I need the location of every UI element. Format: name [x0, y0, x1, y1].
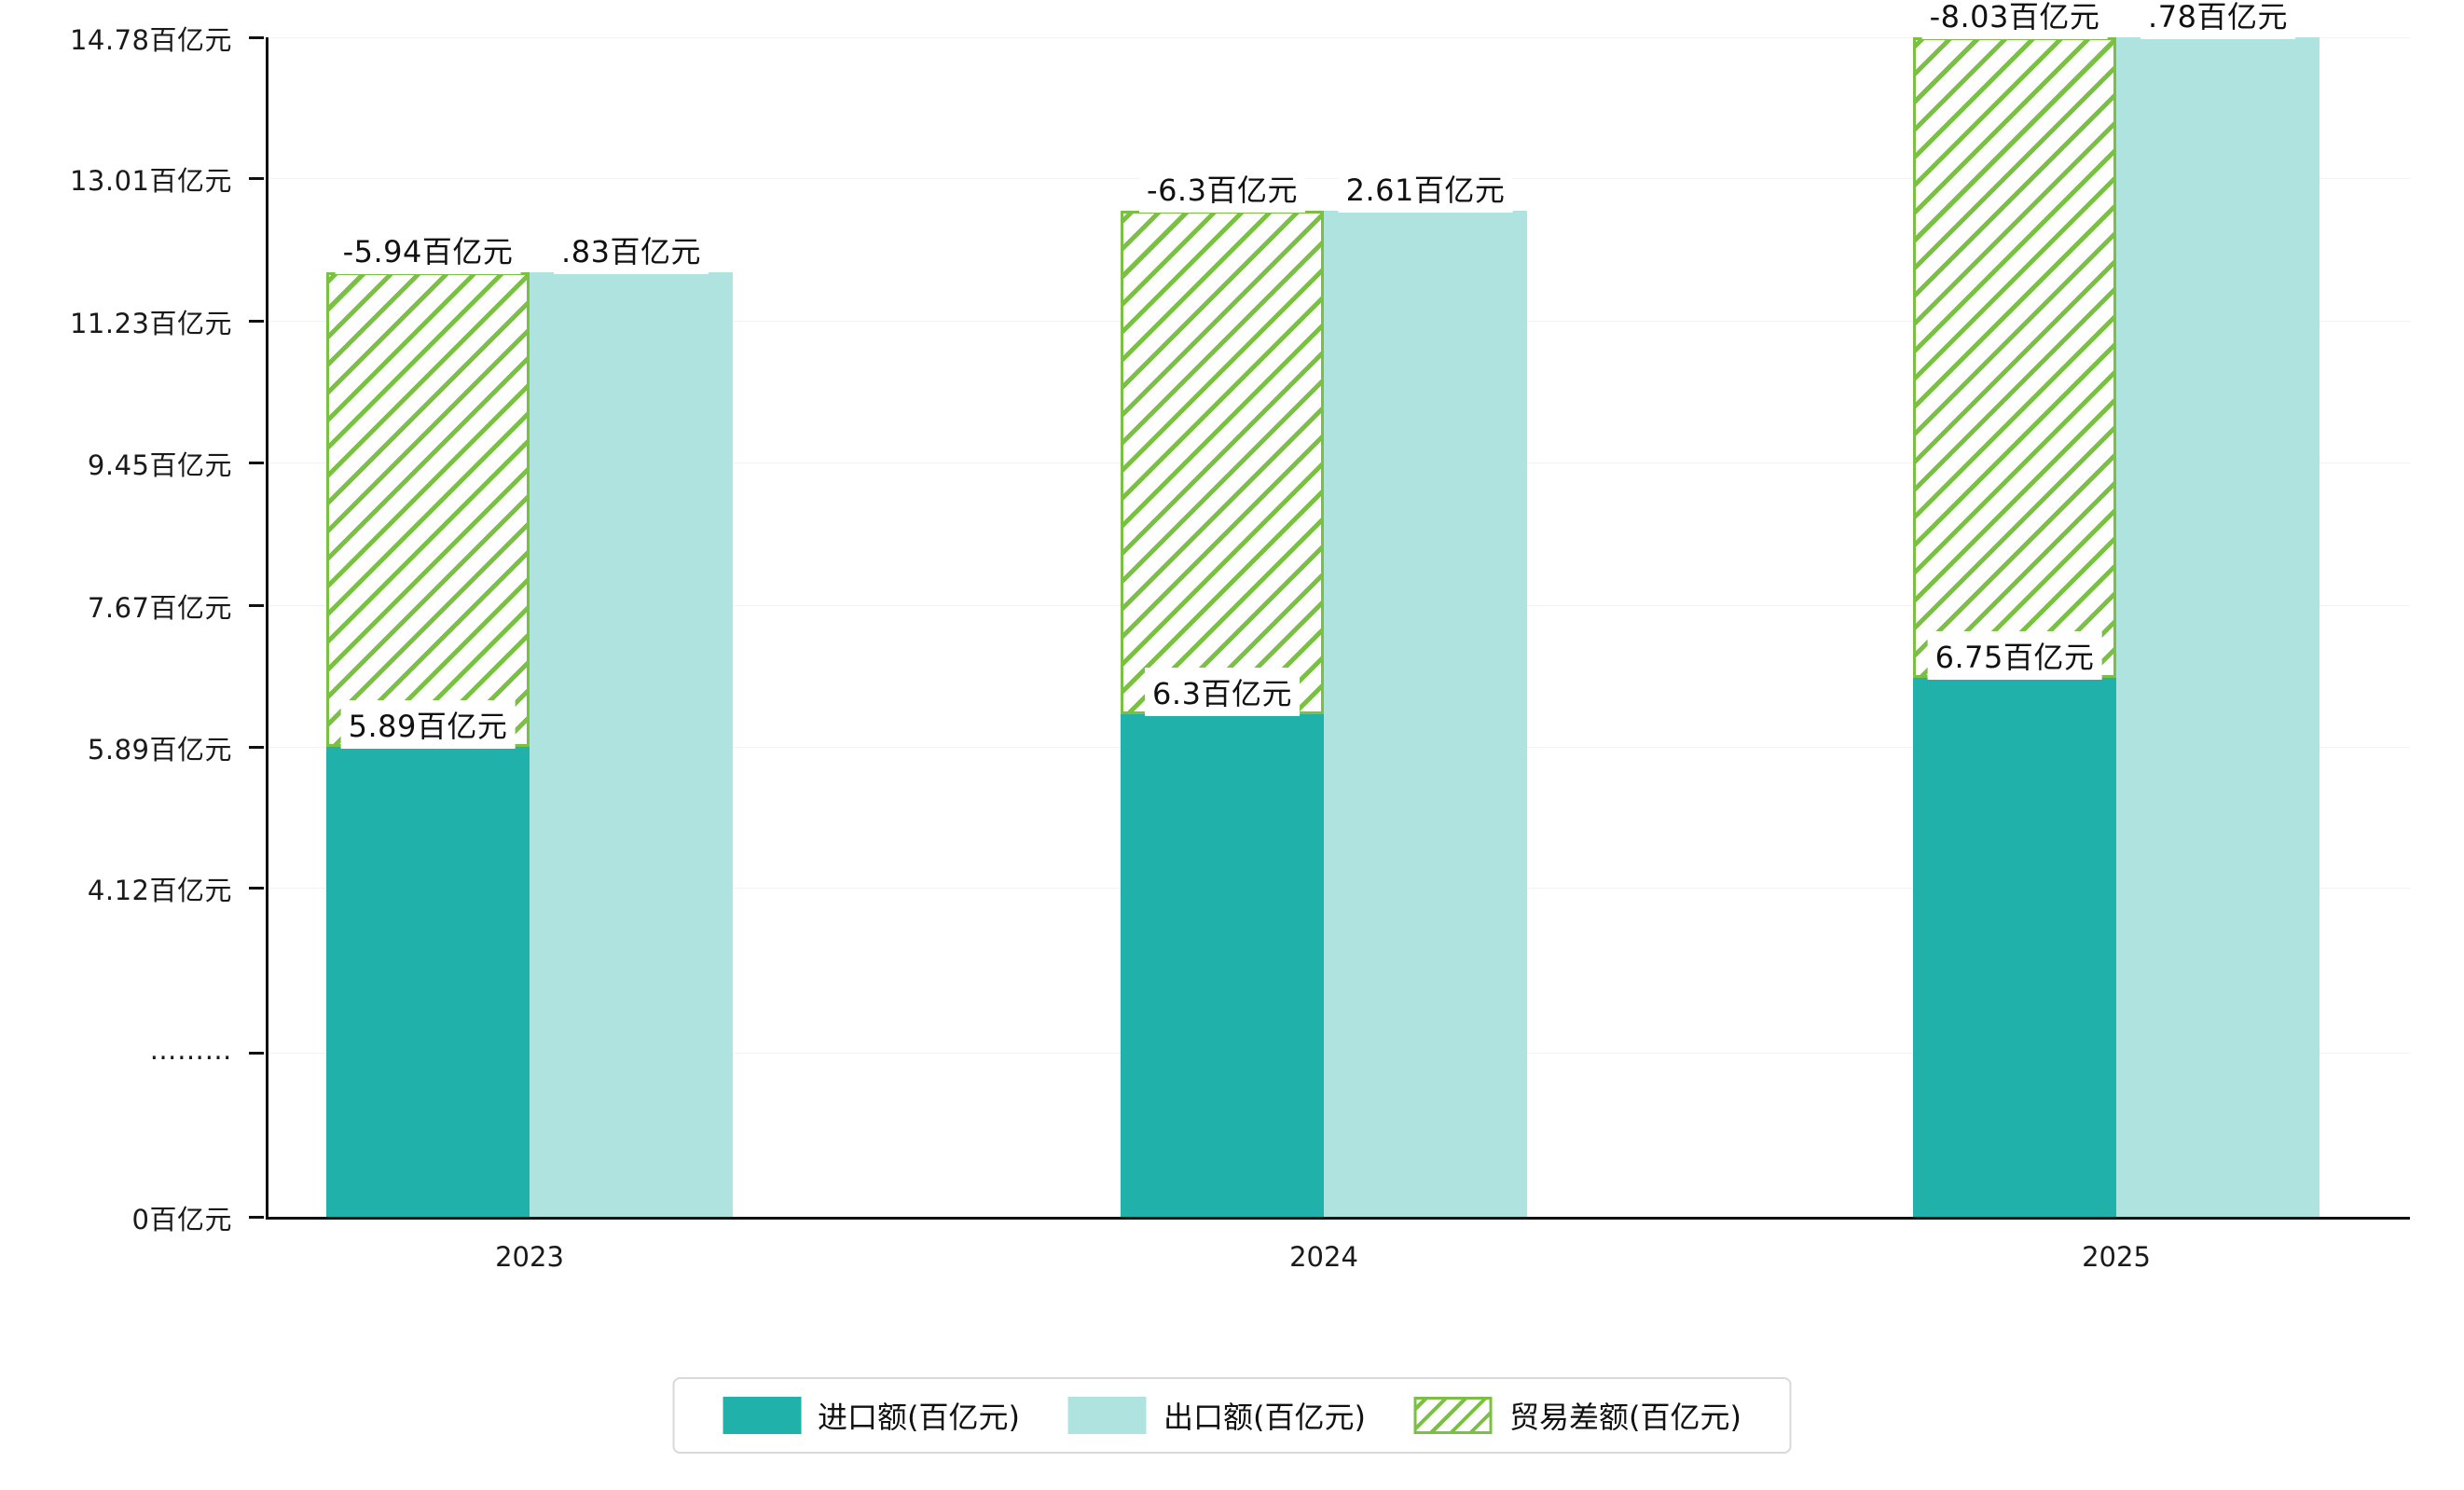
bar-diff-2024 [1121, 210, 1324, 714]
label-import-2023: 5.89百亿元 [340, 699, 516, 749]
label-export-2023: .83百亿元 [554, 226, 709, 275]
y-tick-mark [249, 36, 264, 39]
legend-swatch-icon [1413, 1397, 1493, 1434]
y-tick-mark [249, 319, 264, 323]
legend-swatch-icon [1068, 1397, 1148, 1434]
y-tick-mark [249, 603, 264, 607]
legend-label: 进口额(百亿元) [818, 1400, 1021, 1435]
y-tick-label: 4.12百亿元 [87, 875, 232, 907]
bar-import-2023 [326, 746, 530, 1217]
label-import-2025: 6.75百亿元 [1927, 631, 2102, 681]
label-import-2024: 6.3百亿元 [1145, 667, 1300, 716]
y-tick-label: 0百亿元 [131, 1204, 232, 1235]
legend-label: 出口额(百亿元) [1163, 1400, 1366, 1435]
legend-swatch-icon [723, 1397, 802, 1434]
gridline [266, 37, 2410, 38]
y-tick-mark [249, 745, 264, 749]
legend-item-0[interactable]: 进口额(百亿元) [698, 1394, 1044, 1437]
legend-label: 贸易差额(百亿元) [1508, 1400, 1741, 1435]
y-tick-mark [249, 462, 264, 465]
legend-item-1[interactable]: 出口额(百亿元) [1044, 1394, 1390, 1437]
chart-legend: 进口额(百亿元) 出口额(百亿元) 贸易差额(百亿元) [672, 1377, 1792, 1454]
x-axis-line [266, 1217, 2410, 1220]
y-tick-mark [249, 887, 264, 890]
plot-area [266, 37, 2410, 1217]
x-tick-label: 2023 [495, 1241, 564, 1273]
x-tick-label: 2025 [2082, 1241, 2151, 1273]
y-tick-mark [249, 1051, 264, 1055]
y-tick-label: 5.89百亿元 [87, 733, 232, 766]
y-tick-label: 11.23百亿元 [69, 307, 232, 339]
label-diff-2024: -6.3百亿元 [1139, 163, 1305, 213]
y-tick-label: 14.78百亿元 [69, 24, 232, 56]
label-export-2024: 2.61百亿元 [1338, 163, 1513, 213]
y-tick-label: 13.01百亿元 [69, 165, 232, 198]
bar-export-2024 [1324, 210, 1527, 1217]
x-tick-label: 2024 [1289, 1241, 1358, 1273]
y-tick-mark [249, 1216, 264, 1219]
bar-import-2024 [1121, 713, 1324, 1217]
y-tick-label: 9.45百亿元 [87, 449, 232, 482]
bar-import-2025 [1913, 678, 2116, 1217]
bar-diff-2025 [1913, 37, 2116, 679]
label-export-2025: .78百亿元 [2141, 0, 2295, 39]
legend-item-2[interactable]: 贸易差额(百亿元) [1390, 1394, 1766, 1437]
y-tick-label: 7.67百亿元 [87, 591, 232, 624]
bar-export-2025 [2116, 37, 2319, 1217]
bar-diff-2023 [326, 272, 530, 747]
label-diff-2023: -5.94百亿元 [335, 226, 521, 275]
label-diff-2025: -8.03百亿元 [1921, 0, 2108, 39]
y-tick-mark [249, 177, 264, 181]
bar-export-2023 [530, 272, 733, 1217]
y-tick-label: ……… [149, 1033, 232, 1066]
y-axis-line [266, 37, 268, 1220]
gridline [266, 178, 2410, 180]
